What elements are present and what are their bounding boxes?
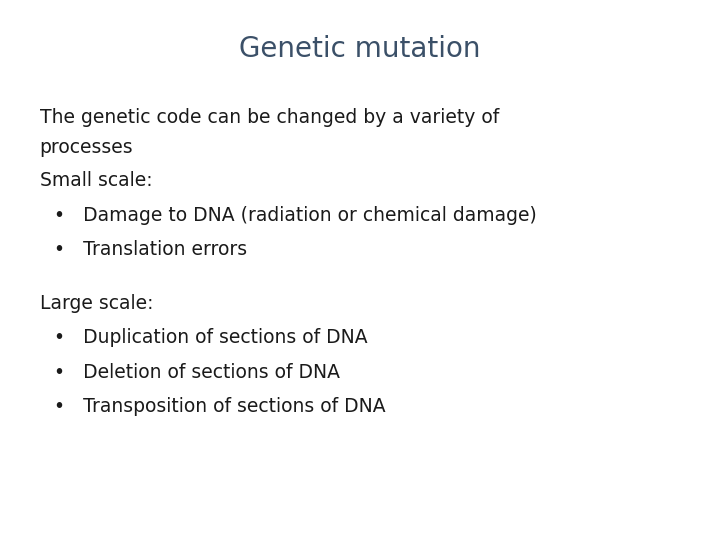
Text: Large scale:: Large scale: <box>40 294 153 313</box>
Text: processes: processes <box>40 138 133 157</box>
Text: The genetic code can be changed by a variety of: The genetic code can be changed by a var… <box>40 108 499 127</box>
Text: Genetic mutation: Genetic mutation <box>239 35 481 63</box>
Text: •   Damage to DNA (radiation or chemical damage): • Damage to DNA (radiation or chemical d… <box>54 206 536 225</box>
Text: •   Transposition of sections of DNA: • Transposition of sections of DNA <box>54 397 386 416</box>
Text: •   Duplication of sections of DNA: • Duplication of sections of DNA <box>54 328 368 347</box>
Text: •   Translation errors: • Translation errors <box>54 240 247 259</box>
Text: Small scale:: Small scale: <box>40 171 152 191</box>
Text: •   Deletion of sections of DNA: • Deletion of sections of DNA <box>54 363 340 382</box>
